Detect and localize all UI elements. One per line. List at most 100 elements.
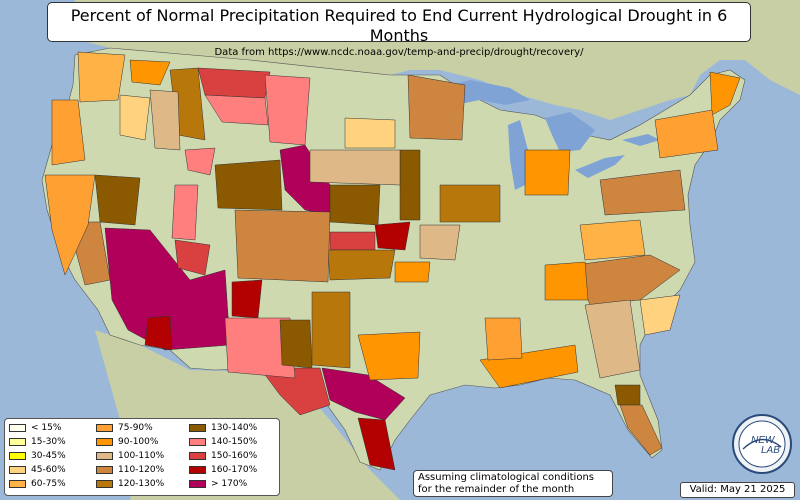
lake-michigan bbox=[508, 120, 528, 190]
newlab-logo: NEW LAB bbox=[732, 414, 792, 474]
region-90-100-maine bbox=[709, 71, 741, 116]
region-140-150-newmexico bbox=[224, 317, 296, 379]
legend-item: 15-30% bbox=[9, 437, 66, 447]
legend-label: 60-75% bbox=[31, 479, 66, 489]
region-45-60-carolina bbox=[639, 294, 681, 336]
legend-item: 150-160% bbox=[189, 451, 257, 461]
legend-label: 45-60% bbox=[31, 465, 66, 475]
legend-item: 120-130% bbox=[96, 479, 164, 489]
region-140-150-utah bbox=[171, 184, 199, 241]
legend-swatch bbox=[96, 437, 113, 446]
region-140-150-montana bbox=[204, 94, 269, 126]
region-160-170-texas bbox=[357, 417, 396, 471]
region-130-140-oregon bbox=[94, 174, 141, 226]
region-90-100-washington bbox=[129, 59, 171, 86]
region-140-150-idaho bbox=[184, 147, 216, 176]
legend-label: 30-45% bbox=[31, 451, 66, 461]
region-150-160-nevada bbox=[174, 239, 211, 276]
region-130-140-texas bbox=[279, 319, 313, 369]
region-130-140-florida bbox=[614, 384, 641, 406]
assumption-note: Assuming climatological conditions for t… bbox=[413, 470, 613, 497]
legend-item: 30-45% bbox=[9, 451, 66, 461]
region-130-140-nebraska bbox=[329, 184, 381, 226]
legend-item: 45-60% bbox=[9, 465, 66, 475]
legend-item: 90-100% bbox=[96, 437, 158, 447]
region-60-75-kentucky bbox=[579, 219, 646, 261]
legend-item: 100-110% bbox=[96, 451, 164, 461]
legend-label: 75-90% bbox=[118, 423, 153, 433]
legend-item: 160-170% bbox=[189, 465, 257, 475]
lake-ontario bbox=[622, 134, 660, 146]
region-130-140-minnesota bbox=[399, 149, 421, 221]
region-120-130-iowa bbox=[439, 184, 501, 223]
legend-label: > 170% bbox=[211, 479, 248, 489]
region-60-75-washington bbox=[77, 51, 126, 103]
legend-item: > 170% bbox=[189, 479, 247, 489]
legend-item: 60-75% bbox=[9, 479, 66, 489]
region-110-120-colorado bbox=[234, 209, 331, 283]
region-100-110-georgia bbox=[584, 299, 641, 379]
legend-label: 90-100% bbox=[118, 437, 159, 447]
map-subtitle: Data from https://www.ncdc.noaa.gov/temp… bbox=[214, 47, 584, 58]
legend: < 15% 15-30% 30-45% 45-60% 60-75% 75-90% 90-10… bbox=[4, 418, 280, 496]
region-75-90-northeast bbox=[654, 109, 719, 159]
valid-date: Valid: May 21 2025 bbox=[680, 482, 795, 498]
region-160-170-kansas bbox=[374, 221, 411, 251]
legend-label: 130-140% bbox=[211, 423, 258, 433]
region-120-130-oklahoma bbox=[327, 249, 396, 281]
legend-swatch bbox=[189, 437, 206, 446]
note-line-1: Assuming climatological conditions bbox=[418, 472, 594, 483]
legend-swatch bbox=[9, 479, 26, 488]
region-45-60-northdakota bbox=[344, 117, 396, 149]
region-100-110-missouri bbox=[419, 224, 461, 261]
logo-text-lab: LAB bbox=[761, 445, 780, 456]
legend-label: 100-110% bbox=[118, 451, 165, 461]
legend-item: 75-90% bbox=[96, 423, 153, 433]
legend-swatch bbox=[9, 465, 26, 474]
legend-label: < 15% bbox=[31, 423, 62, 433]
lake-erie bbox=[575, 155, 625, 178]
region-110-120-wisconsin bbox=[407, 74, 466, 141]
region-45-60-oregon bbox=[119, 94, 151, 141]
logo-text-new: NEW bbox=[751, 435, 776, 446]
region-130-140-wyoming bbox=[214, 159, 283, 211]
region-100-110-idaho bbox=[149, 89, 181, 151]
legend-label: 110-120% bbox=[118, 465, 165, 475]
region-90-100-gulf bbox=[479, 344, 579, 389]
legend-swatch bbox=[96, 465, 113, 474]
legend-swatch bbox=[96, 451, 113, 460]
lake-huron bbox=[545, 112, 595, 152]
legend-swatch bbox=[189, 423, 206, 432]
region-110-120-pennsylvania bbox=[599, 169, 686, 216]
legend-item: 110-120% bbox=[96, 465, 164, 475]
legend-item: < 15% bbox=[9, 423, 61, 433]
region-75-90-alabama bbox=[484, 317, 523, 361]
region-140-150-northdakota bbox=[264, 74, 311, 146]
legend-label: 150-160% bbox=[211, 451, 258, 461]
region-150-160-montana bbox=[197, 67, 271, 99]
region-75-90-california bbox=[44, 174, 96, 276]
legend-swatch bbox=[9, 437, 26, 446]
region-150-160-kansas bbox=[329, 231, 376, 251]
region-90-100-ohio bbox=[524, 149, 571, 196]
legend-swatch bbox=[9, 423, 26, 432]
legend-swatch bbox=[189, 451, 206, 460]
legend-item: 130-140% bbox=[189, 423, 257, 433]
legend-label: 160-170% bbox=[211, 465, 258, 475]
region-110-120-florida bbox=[619, 404, 663, 456]
region-160-170-arizona bbox=[144, 315, 173, 351]
region-90-100-kansas bbox=[394, 261, 431, 283]
region-160-170-newmexico bbox=[231, 279, 263, 319]
legend-swatch bbox=[96, 423, 113, 432]
map-title: Percent of Normal Precipitation Required… bbox=[70, 6, 728, 45]
region-75-90-oregon-coast bbox=[51, 99, 86, 166]
legend-swatch bbox=[189, 465, 206, 474]
region-120-130-texas bbox=[311, 291, 351, 369]
region-90-100-easttexas bbox=[357, 331, 421, 381]
legend-swatch bbox=[189, 479, 206, 488]
legend-label: 15-30% bbox=[31, 437, 66, 447]
legend-label: 120-130% bbox=[118, 479, 165, 489]
legend-swatch bbox=[9, 451, 26, 460]
region-100-110-dakota bbox=[309, 149, 401, 186]
region-90-100-tennessee bbox=[544, 261, 589, 301]
